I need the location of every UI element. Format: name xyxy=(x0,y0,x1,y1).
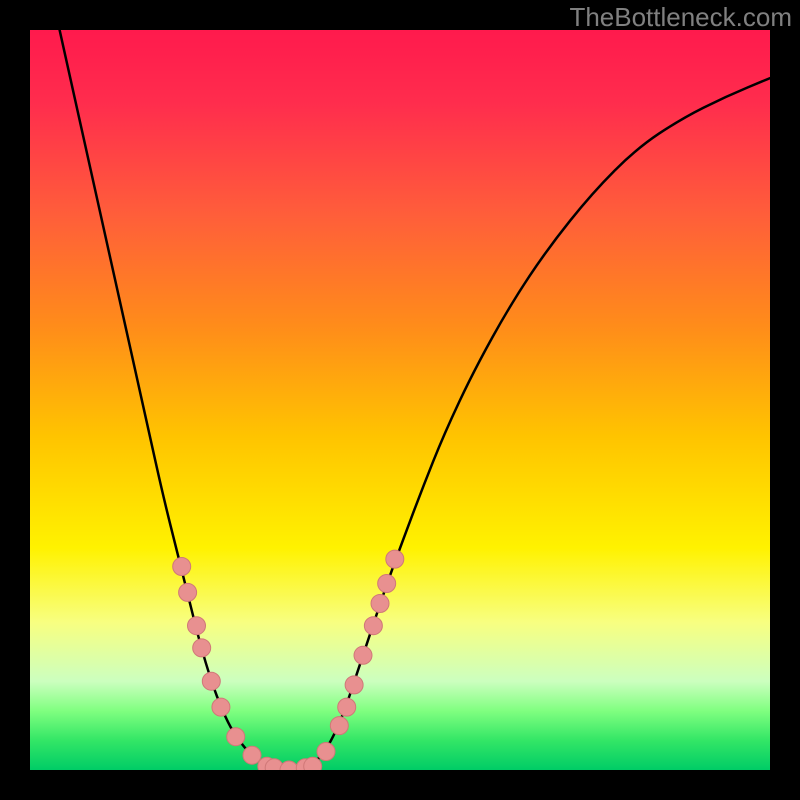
data-marker xyxy=(345,676,363,694)
figure-container: TheBottleneck.com xyxy=(0,0,800,800)
data-marker xyxy=(364,617,382,635)
data-marker xyxy=(330,717,348,735)
data-marker xyxy=(188,617,206,635)
data-marker xyxy=(227,728,245,746)
data-marker xyxy=(354,646,372,664)
data-marker xyxy=(193,639,211,657)
data-marker xyxy=(317,743,335,761)
data-marker xyxy=(212,698,230,716)
plot-svg xyxy=(30,30,770,770)
data-marker xyxy=(386,550,404,568)
data-marker xyxy=(371,595,389,613)
watermark-text: TheBottleneck.com xyxy=(569,2,792,33)
data-marker xyxy=(202,672,220,690)
data-marker xyxy=(304,757,322,770)
data-marker xyxy=(243,746,261,764)
plot-area xyxy=(30,30,770,770)
data-marker xyxy=(378,575,396,593)
data-marker xyxy=(173,558,191,576)
data-marker xyxy=(338,698,356,716)
data-marker xyxy=(179,583,197,601)
